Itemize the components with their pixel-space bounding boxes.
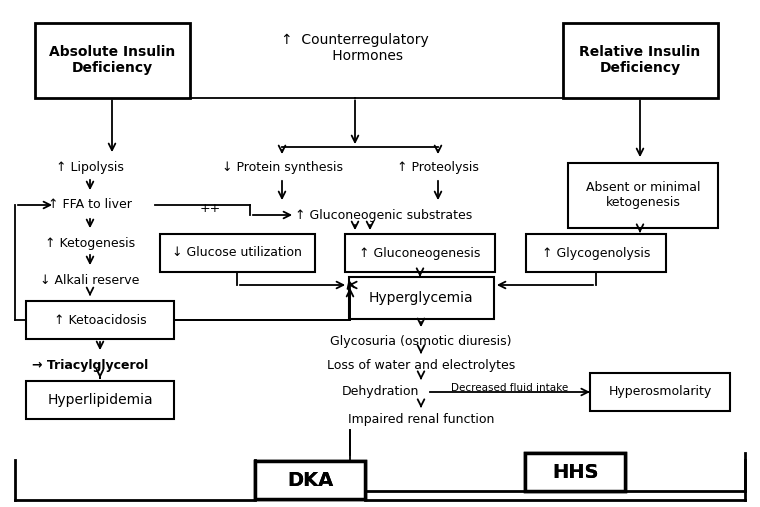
Bar bbox=[568, 163, 718, 228]
Bar bbox=[525, 453, 625, 491]
Bar bbox=[525, 453, 625, 491]
Text: Hyperosmolarity: Hyperosmolarity bbox=[608, 385, 711, 399]
Bar bbox=[255, 461, 365, 499]
Text: DKA: DKA bbox=[287, 470, 333, 489]
Text: Glycosuria (osmotic diuresis): Glycosuria (osmotic diuresis) bbox=[331, 336, 511, 348]
Text: Dehydration: Dehydration bbox=[341, 385, 419, 399]
Text: Loss of water and electrolytes: Loss of water and electrolytes bbox=[327, 359, 515, 373]
Text: ↑ Gluconeogenesis: ↑ Gluconeogenesis bbox=[359, 246, 480, 260]
Text: ↓ Alkali reserve: ↓ Alkali reserve bbox=[40, 273, 140, 286]
Text: ↑ Ketoacidosis: ↑ Ketoacidosis bbox=[54, 313, 147, 327]
Text: → Triacylglycerol: → Triacylglycerol bbox=[32, 358, 148, 372]
Text: HHS: HHS bbox=[552, 462, 598, 482]
Text: Hyperglycemia: Hyperglycemia bbox=[369, 291, 473, 305]
Bar bbox=[255, 461, 365, 499]
Text: ++: ++ bbox=[199, 201, 220, 214]
Bar bbox=[345, 234, 495, 272]
Text: HHS: HHS bbox=[552, 462, 598, 482]
Bar bbox=[562, 22, 717, 97]
Text: Relative Insulin
Deficiency: Relative Insulin Deficiency bbox=[579, 45, 701, 75]
Text: ↑ Lipolysis: ↑ Lipolysis bbox=[56, 162, 124, 174]
Bar bbox=[34, 22, 189, 97]
Text: Absent or minimal
ketogenesis: Absent or minimal ketogenesis bbox=[586, 181, 700, 209]
Text: ↑ Proteolysis: ↑ Proteolysis bbox=[397, 162, 479, 174]
Text: ↓ Glucose utilization: ↓ Glucose utilization bbox=[172, 246, 302, 260]
Text: ↑ FFA to liver: ↑ FFA to liver bbox=[48, 199, 132, 211]
Bar bbox=[349, 277, 493, 319]
Text: ↓ Protein synthesis: ↓ Protein synthesis bbox=[221, 162, 343, 174]
Bar bbox=[526, 234, 666, 272]
Text: DKA: DKA bbox=[287, 470, 333, 489]
Text: Absolute Insulin
Deficiency: Absolute Insulin Deficiency bbox=[49, 45, 175, 75]
Bar bbox=[26, 301, 174, 339]
Text: Hyperlipidemia: Hyperlipidemia bbox=[47, 393, 153, 407]
Text: ↑ Glycogenolysis: ↑ Glycogenolysis bbox=[542, 246, 651, 260]
Text: ↑  Counterregulatory
      Hormones: ↑ Counterregulatory Hormones bbox=[281, 33, 429, 63]
Text: ↑ Gluconeogenic substrates: ↑ Gluconeogenic substrates bbox=[296, 208, 473, 222]
Text: Impaired renal function: Impaired renal function bbox=[348, 414, 494, 426]
Bar bbox=[590, 373, 730, 411]
Bar bbox=[26, 381, 174, 419]
Text: Decreased fluid intake: Decreased fluid intake bbox=[451, 383, 568, 393]
Text: ↑ Ketogenesis: ↑ Ketogenesis bbox=[45, 236, 135, 249]
Bar bbox=[160, 234, 315, 272]
